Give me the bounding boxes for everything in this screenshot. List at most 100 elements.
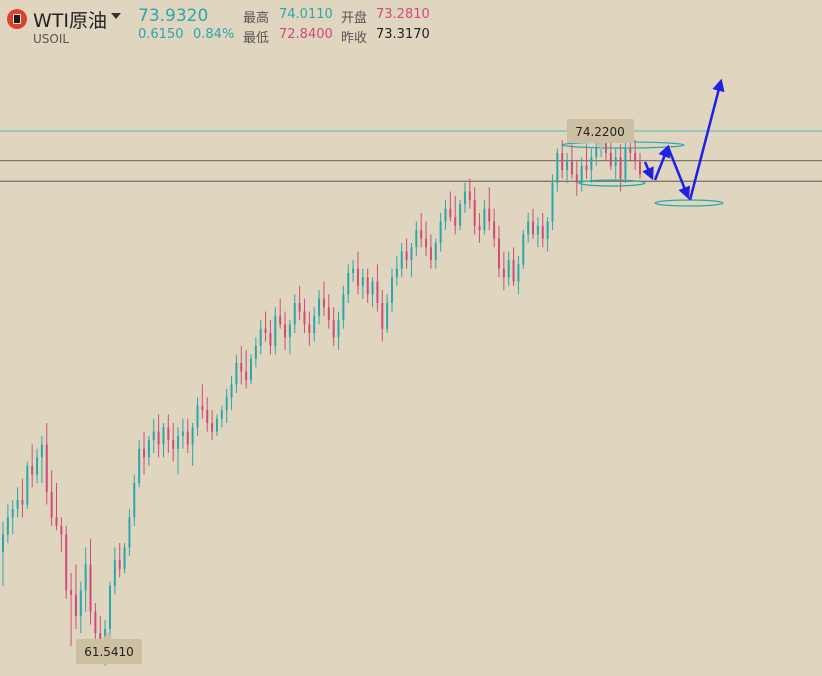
candle-body [284,324,287,338]
candle [264,311,267,342]
candle-body [488,208,491,222]
prev-close-value: 73.3170 [376,27,430,42]
candle [45,423,48,505]
candle-body [269,332,272,346]
min-price-tag: 61.5410 [76,632,142,664]
candle [201,384,204,419]
candle [89,538,92,625]
candle [65,525,68,599]
candle-body [376,281,379,303]
candle [147,435,150,466]
price-change: 0.6150 [138,27,184,42]
candle [235,354,238,394]
candle [196,397,199,436]
high-label: 最高 [243,11,270,26]
candle [532,208,535,239]
candle [50,470,53,526]
candle-body [16,500,19,509]
candle-body [551,182,554,222]
candle-body [327,307,330,321]
candle-body [123,547,126,569]
max-price-tag: 74.2200 [567,119,634,149]
candle-body [2,534,4,552]
candle-body [167,427,170,441]
candle [356,251,359,295]
candle-body [196,405,199,428]
candle-body [459,204,462,226]
candle-body [381,302,384,329]
candle [483,200,486,235]
candle [128,508,131,556]
candle [454,195,457,235]
candle [541,212,544,248]
candle [342,285,345,329]
candle-body [162,427,165,445]
candle [352,260,355,282]
candle [444,200,447,231]
candle-body [94,611,97,634]
candle-body [639,161,641,175]
candle-body [532,221,535,235]
candle [463,182,466,213]
annotation-drawings [561,78,725,207]
candle-body [215,418,218,432]
candle-body [415,230,418,248]
candle-body [157,431,160,445]
range-zone-ellipse [578,179,646,187]
candle [211,410,214,441]
candle-body [318,298,321,316]
candle [639,152,641,179]
forecast-arrow-1 [642,161,654,181]
candle-body [352,268,355,273]
candle-body [177,435,180,449]
candle [415,221,418,256]
candle [206,397,209,432]
candle [11,500,14,535]
chevron-down-icon[interactable] [111,13,121,19]
candle-body [245,371,248,381]
candle [624,140,627,183]
candle-body [36,457,39,475]
candle-body [356,268,359,286]
candle [590,148,593,183]
candle [609,140,612,171]
candle [298,285,301,321]
candle-body [337,320,340,338]
high-value: 74.0110 [279,7,333,22]
candle [585,144,588,179]
candle-body [580,165,583,183]
candle-body [206,410,209,424]
candle-body [11,508,14,518]
candle [522,230,525,269]
candle [371,277,374,308]
candle [347,264,350,303]
candle-body [240,363,243,372]
candle-body [79,590,82,616]
candle-body [570,161,573,175]
candle-body [454,217,457,226]
candle-body [502,268,505,278]
candle [254,337,257,368]
quote-header: WTI原油 USOIL 73.9320 0.6150 0.84% 最高 74.0… [0,0,822,50]
candle [556,148,559,192]
candle [279,298,282,329]
candle [395,255,398,286]
candle [40,435,43,484]
candle [439,212,442,252]
candle [259,320,262,355]
candle [293,294,296,333]
candle [527,212,530,243]
candle-body [536,225,539,235]
candle-body [70,590,73,595]
instrument-name[interactable]: WTI原油 [33,10,107,32]
candle-body [274,315,277,346]
candle [84,547,87,612]
candle-body [546,221,549,239]
candle-body [108,585,111,629]
candle-body [50,491,53,518]
candle-body [439,221,442,243]
candle-body [425,238,428,248]
candle-body [541,225,544,239]
candle-body [254,345,257,359]
